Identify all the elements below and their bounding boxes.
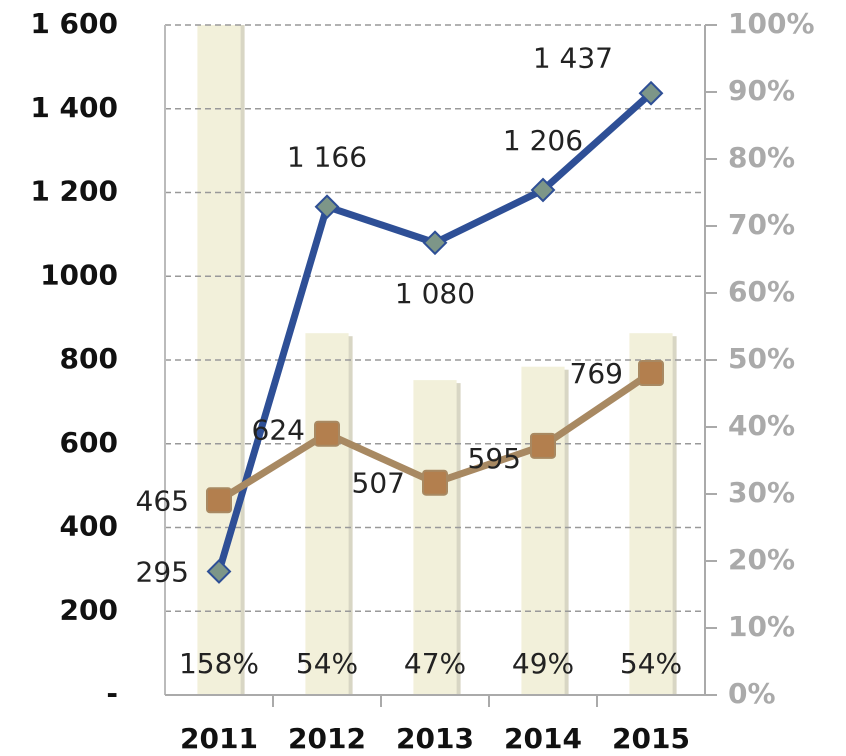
x-tick-label: 2011 <box>180 722 258 752</box>
marker <box>422 469 448 496</box>
y2-tick-label: 40% <box>728 409 795 442</box>
marker <box>314 194 340 220</box>
y-tick-label: 1000 <box>40 258 118 291</box>
y-tick-label: 800 <box>60 342 118 375</box>
marker <box>638 359 664 386</box>
data-label: 295 <box>136 555 189 588</box>
marker <box>206 559 232 584</box>
bar-label: 54% <box>620 647 682 680</box>
marker <box>422 230 448 256</box>
x-tick-label: 2013 <box>396 722 474 752</box>
data-label: 624 <box>252 414 305 447</box>
y-tick-label: 1 600 <box>30 7 118 40</box>
bar-label: 49% <box>512 647 574 680</box>
y2-tick-label: 50% <box>728 342 795 375</box>
data-label: 1 166 <box>287 141 367 174</box>
y2-tick-label: 60% <box>728 275 795 308</box>
data-label: 1 080 <box>395 277 475 310</box>
x-tick-label: 2015 <box>612 722 690 752</box>
data-label: 1 437 <box>533 41 613 74</box>
marker <box>530 177 556 203</box>
y2-tick-label: 100% <box>728 7 815 40</box>
data-label: 507 <box>352 467 405 500</box>
data-label: 595 <box>468 442 521 475</box>
bar <box>305 333 349 695</box>
y-tick-label: 600 <box>60 426 118 459</box>
data-label: 465 <box>136 484 189 517</box>
y2-tick-label: 70% <box>728 208 795 241</box>
bar <box>413 380 457 695</box>
x-tick-label: 2014 <box>504 722 582 752</box>
y-tick-label: 400 <box>60 510 118 543</box>
x-tick-label: 2012 <box>288 722 366 752</box>
bar-label: 47% <box>404 647 466 680</box>
y-tick-label: 1 200 <box>30 175 118 208</box>
y2-tick-label: 80% <box>728 141 795 174</box>
bar <box>629 333 673 695</box>
y2-tick-label: 30% <box>728 476 795 509</box>
bar-label: 158% <box>179 647 259 680</box>
y2-tick-label: 20% <box>728 543 795 576</box>
y-tick-label: 1 400 <box>30 91 118 124</box>
marker <box>638 80 664 106</box>
bars <box>197 25 677 695</box>
bar <box>521 366 565 695</box>
data-label: 1 206 <box>503 124 583 157</box>
marker <box>530 432 556 459</box>
bar-label: 54% <box>296 647 358 680</box>
y-tick-label: - <box>106 677 118 710</box>
y2-tick-label: 10% <box>728 610 795 643</box>
y-tick-label: 200 <box>60 593 118 626</box>
marker <box>206 487 232 514</box>
marker <box>314 420 340 447</box>
y2-tick-label: 0% <box>728 677 776 710</box>
bar <box>197 25 241 695</box>
data-label: 769 <box>570 357 623 390</box>
y2-tick-label: 90% <box>728 74 795 107</box>
